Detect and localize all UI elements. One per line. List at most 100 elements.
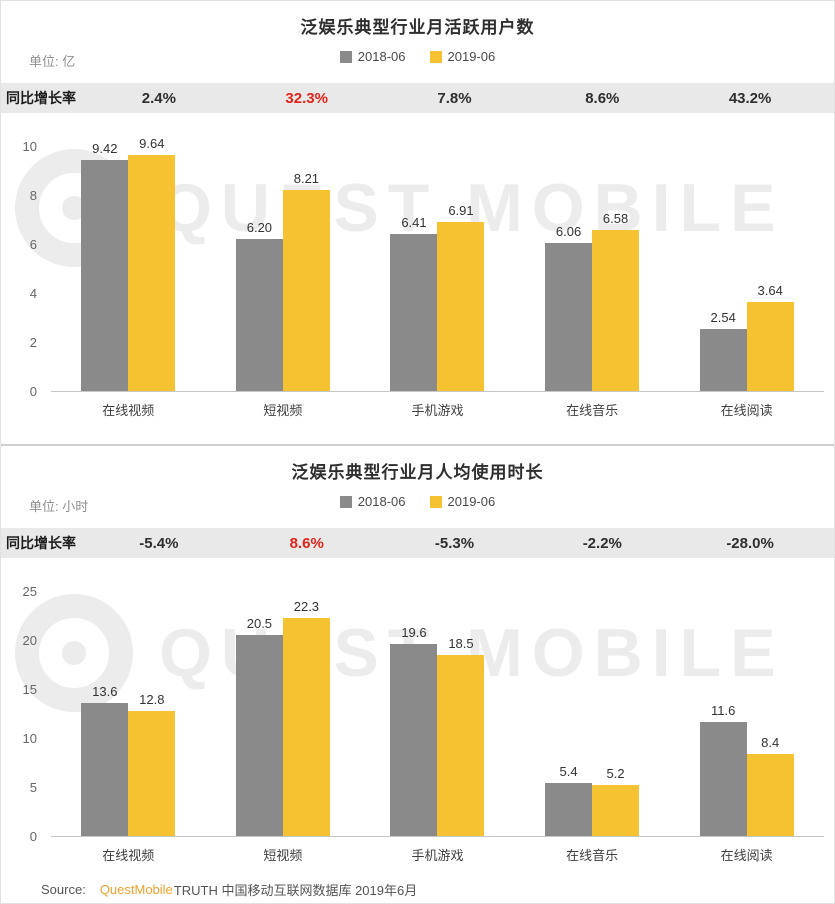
bar-2019-06: 3.64 xyxy=(746,283,794,391)
bar-group: 11.6 8.4 xyxy=(669,703,824,836)
source-label: Source: xyxy=(41,882,86,897)
bar-2018-06: 11.6 xyxy=(699,703,747,836)
plot-area: QUEST MOBILE 0 5 10 15 20 25 13.6 12.8 20.5 22.3… xyxy=(1,584,834,844)
category-label: 手机游戏 xyxy=(411,848,464,863)
y-tick-label: 10 xyxy=(22,139,37,154)
growth-value: -28.0% xyxy=(726,534,774,552)
category-label: 在线音乐 xyxy=(566,848,619,863)
bar-value-label: 13.6 xyxy=(92,683,118,699)
growth-value: 7.8% xyxy=(437,89,472,107)
legend-swatch-2018 xyxy=(339,495,352,508)
category-labels: 在线视频 短视频 手机游戏 在线音乐 在线阅读 xyxy=(51,845,834,864)
source-text: TRUTH 中国移动互联网数据库 2019年6月 xyxy=(173,883,418,898)
bar-2019-06: 5.2 xyxy=(592,766,640,836)
bar-value-label: 3.64 xyxy=(757,282,783,298)
legend-item-2019: 2019-06 xyxy=(429,49,496,64)
bar-value-label: 6.20 xyxy=(246,220,273,236)
legend-label-2018: 2018-06 xyxy=(357,494,406,509)
bar-group: 6.41 6.91 xyxy=(360,203,515,391)
bar-2019-06: 12.8 xyxy=(128,692,176,836)
growth-value: -5.3% xyxy=(434,534,475,552)
legend-swatch-2019 xyxy=(429,495,442,508)
bar-2019-06: 6.91 xyxy=(437,203,485,391)
bar-groups: 13.6 12.8 20.5 22.3 19.6 18.5 5.4 5.2 11.6 8.4 xyxy=(51,592,824,836)
bar-2019-06: 9.64 xyxy=(128,136,176,391)
y-axis: 0 5 10 15 20 25 xyxy=(1,584,51,844)
y-tick-label: 20 xyxy=(22,633,37,648)
bar-group: 13.6 12.8 xyxy=(51,684,206,836)
category-label: 在线音乐 xyxy=(566,403,619,418)
chart-title: 泛娱乐典型行业月人均使用时长 xyxy=(291,463,544,482)
y-tick-label: 10 xyxy=(22,731,37,746)
growth-value: 8.6% xyxy=(289,534,324,552)
legend: 2018-06 2019-06 xyxy=(339,494,496,509)
bar-2018-06: 2.54 xyxy=(699,310,747,391)
bar-value-label: 11.6 xyxy=(711,703,736,719)
legend-swatch-2019 xyxy=(429,50,442,63)
bar-value-label: 2.54 xyxy=(710,309,736,325)
bar-value-label: 22.3 xyxy=(293,598,320,614)
category-labels: 在线视频 短视频 手机游戏 在线音乐 在线阅读 xyxy=(51,400,834,419)
bar-2018-06: 6.06 xyxy=(545,224,593,391)
growth-value: -5.4% xyxy=(139,534,179,552)
bar-2019-06: 6.58 xyxy=(592,211,640,391)
growth-values: 2.4% 32.3% 7.8% 8.6% 43.2% xyxy=(85,90,824,107)
bar-value-label: 8.21 xyxy=(293,170,320,186)
source-brand: QuestMobile xyxy=(99,882,173,897)
bar-group: 20.5 22.3 xyxy=(206,599,361,836)
y-tick-label: 5 xyxy=(29,780,37,795)
category-label: 在线阅读 xyxy=(720,848,773,863)
growth-value: -2.2% xyxy=(582,534,622,552)
bar-group: 5.4 5.2 xyxy=(515,764,670,836)
legend-item-2019: 2019-06 xyxy=(429,494,496,509)
chart-header: 单位: 亿 2018-06 2019-06 xyxy=(1,49,834,69)
category-label: 在线阅读 xyxy=(720,403,773,418)
y-tick-label: 0 xyxy=(29,384,37,399)
bar-groups: 9.42 9.64 6.20 8.21 6.41 6.91 6.06 6.58 2.54 3.64 xyxy=(51,136,824,391)
bar-group: 19.6 18.5 xyxy=(360,625,515,836)
growth-values: -5.4% 8.6% -5.3% -2.2% -28.0% xyxy=(85,535,824,552)
bar-value-label: 19.6 xyxy=(401,624,427,640)
y-tick-label: 8 xyxy=(29,188,37,203)
category-label: 短视频 xyxy=(263,403,303,418)
y-tick-label: 0 xyxy=(29,829,37,844)
y-tick-label: 2 xyxy=(29,335,37,350)
bar-2018-06: 6.20 xyxy=(235,220,283,391)
chart-title: 泛娱乐典型行业月活跃用户数 xyxy=(300,18,535,37)
growth-value: 43.2% xyxy=(728,89,772,107)
bar-2018-06: 13.6 xyxy=(81,684,129,836)
bar-2019-06: 18.5 xyxy=(437,636,485,836)
legend-label-2019: 2019-06 xyxy=(447,49,496,64)
unit-label: 单位: 亿 xyxy=(29,54,76,69)
chart-panel-mau: 泛娱乐典型行业月活跃用户数 单位: 亿 2018-06 2019-06 同比增长… xyxy=(1,1,834,444)
category-label: 在线视频 xyxy=(102,848,155,863)
y-tick-label: 6 xyxy=(29,237,37,252)
bar-value-label: 6.06 xyxy=(555,223,582,239)
category-label: 手机游戏 xyxy=(411,403,464,418)
bar-value-label: 20.5 xyxy=(246,616,273,632)
growth-value: 8.6% xyxy=(585,89,620,107)
bar-value-label: 6.58 xyxy=(602,210,629,226)
legend-label-2019: 2019-06 xyxy=(447,494,496,509)
chart-header: 单位: 小时 2018-06 2019-06 xyxy=(1,494,834,514)
legend-item-2018: 2018-06 xyxy=(339,49,406,64)
growth-band: 同比增长率 2.4% 32.3% 7.8% 8.6% 43.2% xyxy=(1,83,834,113)
growth-rate-label: 同比增长率 xyxy=(6,90,76,106)
bar-2018-06: 6.41 xyxy=(390,215,438,391)
bar-value-label: 9.42 xyxy=(92,141,118,157)
bar-2019-06: 8.21 xyxy=(282,171,330,391)
y-axis: 0 2 4 6 8 10 xyxy=(1,139,51,399)
bar-value-label: 8.4 xyxy=(761,734,780,750)
category-label: 在线视频 xyxy=(102,403,155,418)
bar-value-label: 6.41 xyxy=(401,215,427,230)
growth-rate-label: 同比增长率 xyxy=(6,535,76,551)
bar-group: 6.20 8.21 xyxy=(206,171,361,391)
bar-value-label: 9.64 xyxy=(139,135,165,151)
growth-value: 2.4% xyxy=(141,89,176,107)
bar-2018-06: 20.5 xyxy=(235,616,283,836)
bar-value-label: 6.91 xyxy=(448,202,474,218)
plot-area: QUEST MOBILE 0 2 4 6 8 10 9.42 9.64 6.20 8.21 6.4… xyxy=(1,136,834,399)
plot: 13.6 12.8 20.5 22.3 19.6 18.5 5.4 5.2 11.6 8.4 xyxy=(51,592,824,837)
bar-value-label: 5.2 xyxy=(606,766,625,781)
chart-panel-time-spent: 泛娱乐典型行业月人均使用时长 单位: 小时 2018-06 2019-06 同比… xyxy=(1,444,834,876)
